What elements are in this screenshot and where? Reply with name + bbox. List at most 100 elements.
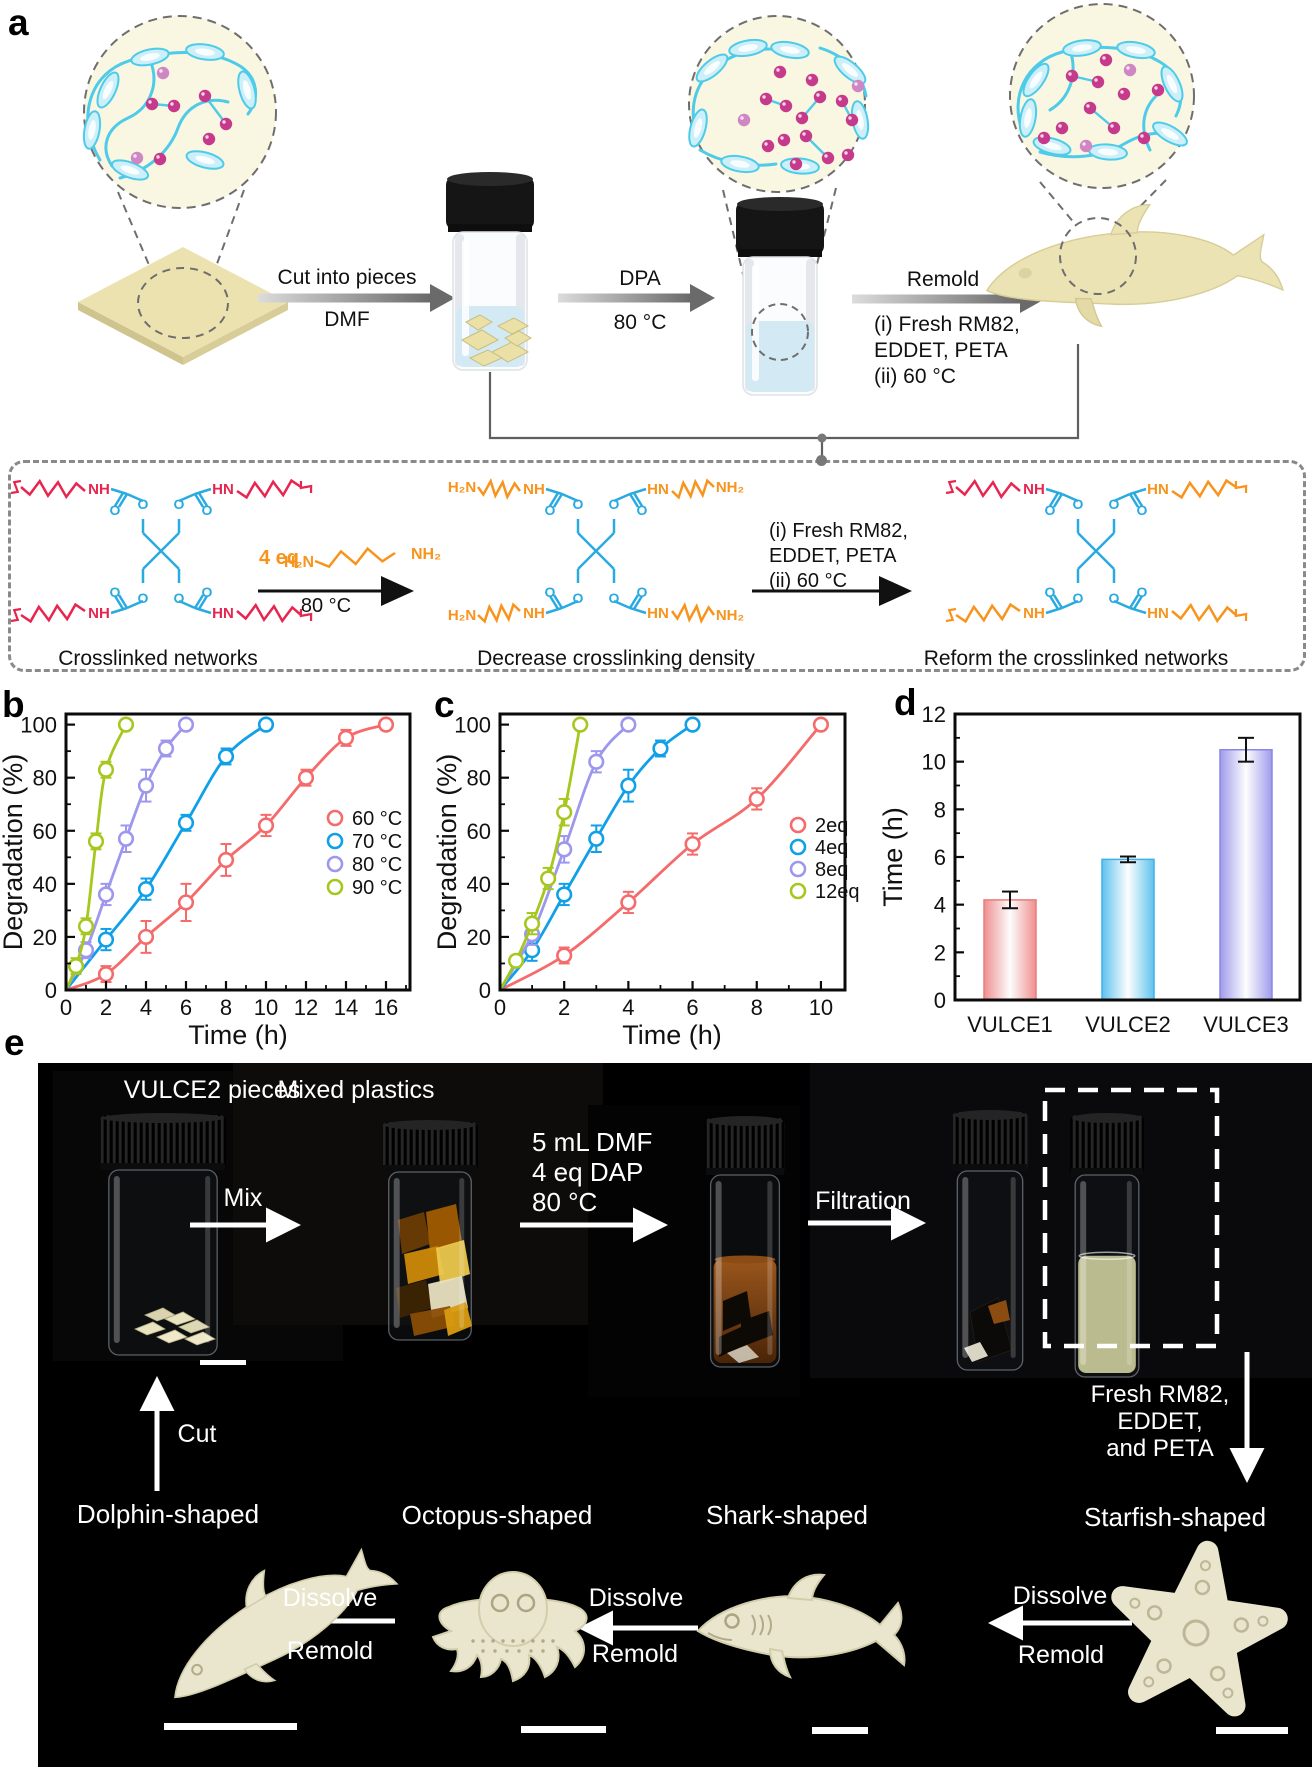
svg-text:16: 16 <box>374 995 398 1020</box>
shark-shape <box>696 1573 906 1679</box>
svg-text:O: O <box>609 496 620 512</box>
svg-text:HN: HN <box>1147 605 1169 622</box>
panel-c-label: c <box>434 684 455 725</box>
panel-a-illustration <box>78 3 1285 458</box>
svg-text:8: 8 <box>751 995 763 1020</box>
step1-top-label: Cut into pieces <box>277 266 417 289</box>
octopus-shape <box>431 1571 588 1683</box>
chemistry-box: O O NH O O HN O O NH O O HN O O NH H₂N O O HN NH₂ O O NH H₂N O O H… <box>8 460 1306 672</box>
fresh-line3: and PETA <box>1106 1435 1214 1462</box>
caption-reform: Reform the crosslinked networks <box>923 647 1229 670</box>
svg-text:0: 0 <box>479 978 491 1003</box>
step2-top-label: DPA <box>619 267 661 290</box>
svg-text:0: 0 <box>45 978 57 1003</box>
svg-text:VULCE2: VULCE2 <box>1085 1012 1171 1037</box>
svg-text:O: O <box>1137 584 1148 600</box>
svg-text:80: 80 <box>33 766 57 791</box>
chem-arrow1-temp: 80 °C <box>300 595 352 617</box>
svg-text:40: 40 <box>33 872 57 897</box>
starfish-shape <box>1111 1540 1288 1717</box>
chem-arrow2-line1: (i) Fresh RM82, <box>769 520 908 542</box>
svg-text:12eq: 12eq <box>815 881 860 903</box>
svg-text:100: 100 <box>454 713 491 738</box>
svg-text:100: 100 <box>20 713 57 738</box>
svg-text:6: 6 <box>686 995 698 1020</box>
svg-text:HN: HN <box>212 605 234 622</box>
dmf-conditions: 5 mL DMF 4 eq DAP 80 °C <box>532 1127 652 1217</box>
step3-conditions: (i) Fresh RM82, EDDET, PETA (ii) 60 °C <box>874 312 1104 390</box>
chem-arrow2-conditions: (i) Fresh RM82, EDDET, PETA (ii) 60 °C <box>769 519 969 594</box>
connector-dot <box>816 455 827 466</box>
svg-text:4: 4 <box>934 893 946 918</box>
step2-bottom-label: 80 °C <box>613 311 667 334</box>
svg-text:12: 12 <box>294 995 318 1020</box>
svg-text:O: O <box>1073 590 1084 606</box>
svg-text:O: O <box>138 590 149 606</box>
svg-text:20: 20 <box>33 925 57 950</box>
fresh-conditions: Fresh RM82, EDDET, and PETA <box>1060 1381 1260 1462</box>
svg-text:O: O <box>637 584 648 600</box>
svg-text:NH₂: NH₂ <box>716 607 744 624</box>
svg-text:O: O <box>1073 496 1084 512</box>
svg-text:4eq: 4eq <box>815 837 848 859</box>
shape-label-dolphin: Dolphin-shaped <box>76 1499 260 1529</box>
panel-c-chart: 0 2 4 6 8 10 0 20 40 60 80 100 Time (h) Degradation (… <box>430 690 874 1070</box>
svg-text:HN: HN <box>1147 481 1169 498</box>
svg-text:O: O <box>110 502 121 518</box>
svg-text:O: O <box>202 584 213 600</box>
svg-text:O: O <box>1109 496 1120 512</box>
fresh-line1: Fresh RM82, <box>1090 1381 1230 1408</box>
svg-text:10: 10 <box>809 995 833 1020</box>
panel-e-illustration <box>53 1063 1312 1734</box>
svg-text:O: O <box>110 584 121 600</box>
mix-label: Mix <box>223 1184 263 1212</box>
cut-label: Cut <box>177 1420 217 1448</box>
caption-crosslinked: Crosslinked networks <box>58 647 258 670</box>
vial1-label: VULCE2 pieces <box>123 1076 301 1104</box>
dmf-line1: 5 mL DMF <box>532 1127 653 1157</box>
svg-text:8: 8 <box>934 797 946 822</box>
svg-text:4: 4 <box>140 995 152 1020</box>
panel-a-label: a <box>8 2 29 43</box>
svg-text:70 °C: 70 °C <box>352 831 402 853</box>
svg-text:O: O <box>609 590 620 606</box>
svg-text:NH₂: NH₂ <box>716 479 744 496</box>
dissolve-label-3: Dissolve <box>1012 1582 1108 1610</box>
svg-text:NH₂: NH₂ <box>411 546 441 563</box>
svg-text:6: 6 <box>934 845 946 870</box>
svg-text:8: 8 <box>220 995 232 1020</box>
svg-text:12: 12 <box>922 702 946 727</box>
svg-text:H₂N: H₂N <box>284 554 314 571</box>
svg-text:4: 4 <box>622 995 634 1020</box>
svg-text:20: 20 <box>467 925 491 950</box>
shape-label-octopus: Octopus-shaped <box>401 1500 593 1530</box>
svg-text:2eq: 2eq <box>815 815 848 837</box>
svg-text:H₂N: H₂N <box>448 479 476 496</box>
svg-text:NH: NH <box>1023 605 1045 622</box>
step1-bottom-label: DMF <box>324 308 370 331</box>
panel-d-label: d <box>894 682 917 723</box>
svg-text:NH: NH <box>523 605 545 622</box>
svg-text:O: O <box>174 496 185 512</box>
svg-text:10: 10 <box>922 750 946 775</box>
svg-text:60: 60 <box>467 819 491 844</box>
svg-text:2: 2 <box>934 940 946 965</box>
remold-label-3: Remold <box>1017 1641 1105 1669</box>
vial2-label: Mixed plastics <box>277 1076 435 1104</box>
svg-text:90 °C: 90 °C <box>352 877 402 899</box>
svg-text:Time (h): Time (h) <box>878 807 908 907</box>
svg-text:0: 0 <box>494 995 506 1020</box>
svg-text:O: O <box>174 590 185 606</box>
dmf-line3: 80 °C <box>532 1187 598 1217</box>
svg-text:0: 0 <box>934 988 946 1013</box>
dmf-line2: 4 eq DAP <box>532 1157 644 1187</box>
svg-text:60 °C: 60 °C <box>352 808 402 830</box>
svg-text:Degradation (%): Degradation (%) <box>432 754 462 951</box>
step3-line1: (i) Fresh RM82, <box>874 313 1020 336</box>
panel-d-chart: VULCE1 VULCE2 VULCE3 0 2 4 6 8 10 12 Time (h) <box>870 690 1314 1070</box>
filtration-label: Filtration <box>815 1187 911 1215</box>
svg-text:80: 80 <box>467 766 491 791</box>
svg-text:NH: NH <box>1023 481 1045 498</box>
svg-text:40: 40 <box>467 872 491 897</box>
